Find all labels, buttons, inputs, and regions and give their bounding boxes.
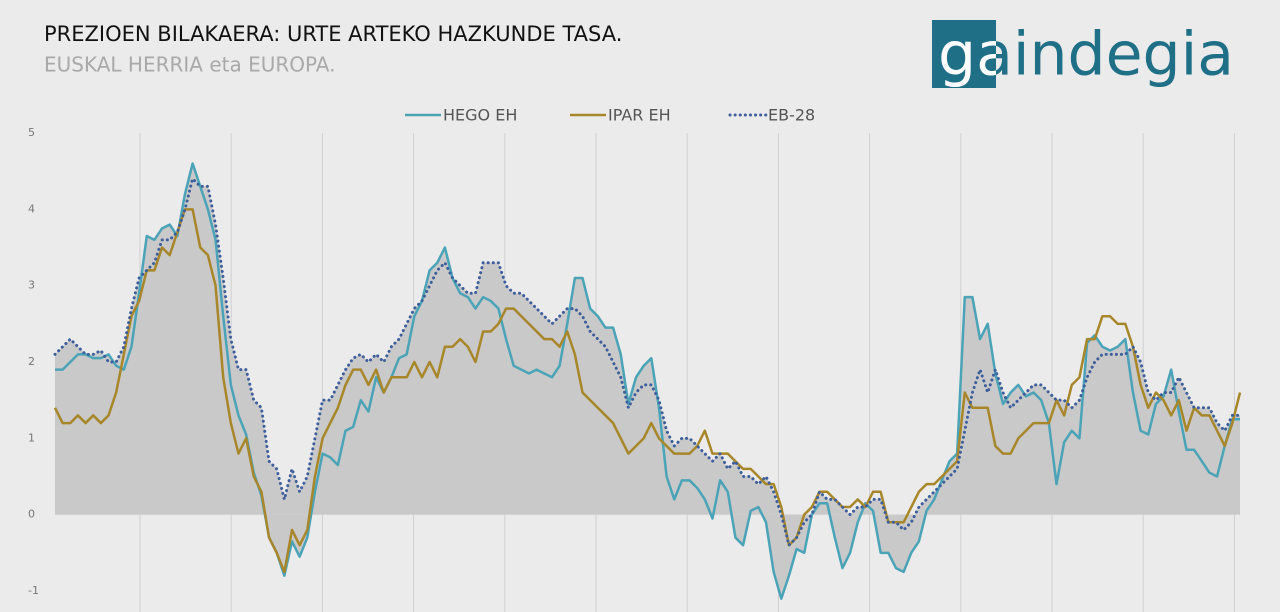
series-line	[53, 208, 1242, 574]
y-tick-label: 1	[28, 431, 35, 444]
logo-box	[932, 20, 996, 88]
logo: gaindegia	[938, 20, 1234, 90]
chart-title: PREZIOEN BILAKAERA: URTE ARTEKO HAZKUNDE…	[44, 22, 622, 46]
y-tick-label: -1	[28, 584, 39, 597]
y-tick-label: 2	[28, 355, 35, 368]
y-tick-label: 3	[28, 279, 35, 292]
legend-label: IPAR EH	[608, 106, 671, 125]
y-tick-label: 4	[28, 202, 35, 215]
legend-label: EB-28	[768, 106, 815, 125]
area	[55, 178, 1240, 546]
series-line	[53, 177, 1242, 547]
chart-subtitle: EUSKAL HERRIA eta EUROPA.	[44, 53, 335, 77]
logo-overlay: gaindegia	[938, 20, 1234, 90]
y-tick-label: 5	[28, 126, 35, 139]
y-tick-label: 0	[28, 508, 35, 521]
legend-label: HEGO EH	[443, 106, 517, 125]
